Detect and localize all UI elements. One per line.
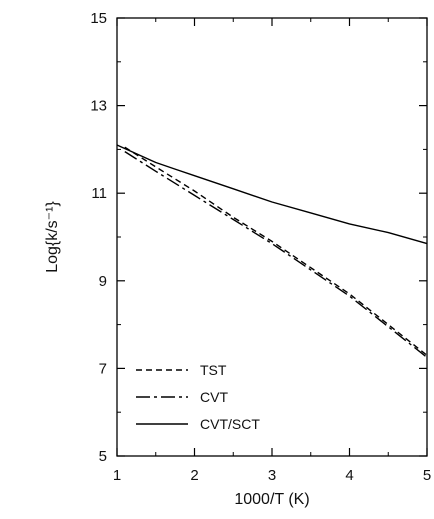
y-tick-label: 13 — [90, 98, 107, 115]
y-tick-label: 15 — [90, 10, 107, 27]
legend-label-cvt: CVT — [200, 389, 228, 405]
legend: TST CVT CVT/SCT — [136, 362, 260, 432]
y-tick-label: 11 — [91, 185, 107, 202]
plot-frame — [116, 17, 428, 457]
x-tick-label: 1 — [113, 467, 121, 484]
series-line-cvt-sct — [116, 144, 428, 245]
x-tick-label: 3 — [268, 467, 276, 484]
y-tick-label: 7 — [99, 360, 107, 377]
y-tick-label: 9 — [99, 273, 107, 290]
legend-label-tst: TST — [200, 362, 227, 378]
axis-ticks: 1 2 3 4 5 5 7 9 11 13 15 — [90, 10, 431, 484]
x-axis-title: 1000/T (K) — [234, 491, 309, 508]
legend-label-cvt-sct: CVT/SCT — [200, 416, 260, 432]
series-layer — [116, 144, 428, 358]
x-tick-label: 2 — [190, 467, 198, 484]
y-axis-title: Log{k/s⁻¹} — [44, 201, 61, 273]
y-tick-label: 5 — [99, 448, 107, 465]
x-tick-label: 5 — [423, 467, 431, 484]
series-line-tst — [124, 146, 428, 356]
series-line-cvt — [124, 151, 428, 358]
x-tick-label: 4 — [345, 467, 353, 484]
